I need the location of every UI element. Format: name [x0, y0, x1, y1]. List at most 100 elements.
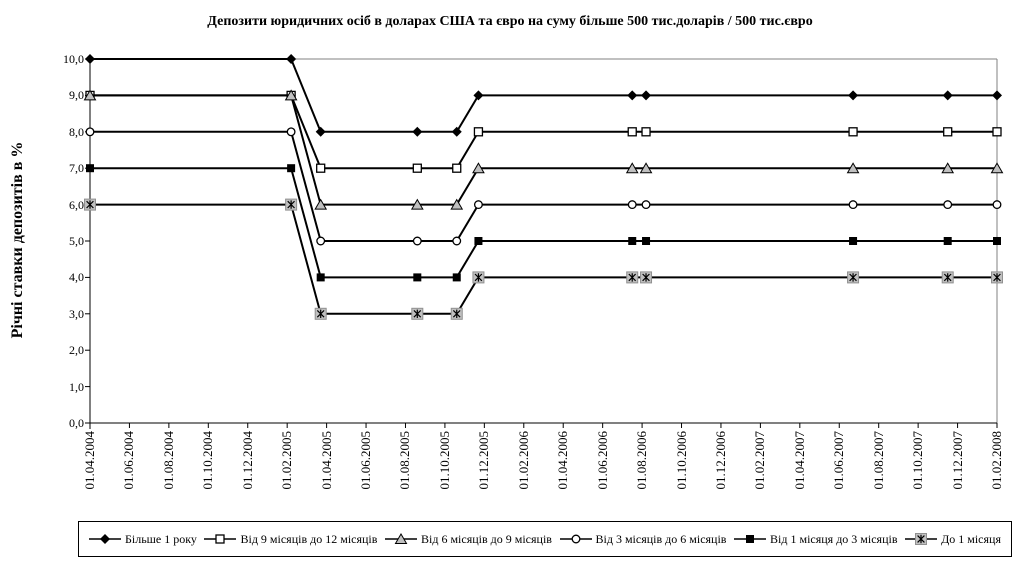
- marker-circle-open: [848, 200, 858, 210]
- x-tick-label: 01.02.2006: [515, 431, 531, 490]
- marker-triangle-gray: [83, 89, 97, 101]
- marker-asterisk-glyph: [86, 200, 94, 209]
- y-tick-label: 9,0: [69, 88, 84, 103]
- marker-diamond-filled: [315, 126, 326, 137]
- marker-square-open: [215, 534, 226, 544]
- marker-circle-open: [943, 200, 953, 210]
- marker-asterisk-glyph: [413, 309, 422, 318]
- y-tick-label: 7,0: [69, 161, 84, 176]
- legend-marker-square-filled-icon: [734, 535, 767, 543]
- marker-circle-open: [627, 200, 637, 210]
- x-tick-label: 01.08.2005: [397, 431, 413, 490]
- marker-square-filled: [413, 273, 422, 282]
- marker-triangle-gray: [284, 89, 298, 101]
- marker-square-open: [848, 127, 858, 137]
- marker-triangle-gray: [314, 198, 328, 210]
- marker-square-open: [473, 127, 484, 137]
- marker-asterisk-glyph: [452, 309, 461, 318]
- x-tick-label: 01.10.2006: [673, 431, 689, 490]
- series-line-3: [90, 130, 997, 242]
- legend-label: До 1 місяця: [941, 531, 1001, 546]
- y-tick-label: 1,0: [69, 379, 84, 394]
- legend-item-4: Від 1 місяця до 3 місяців: [734, 532, 898, 547]
- marker-circle-open: [412, 236, 422, 246]
- legend-label: Від 3 місяців до 6 місяців: [595, 531, 727, 546]
- marker-diamond-filled: [942, 90, 953, 101]
- marker-triangle-gray: [846, 162, 860, 174]
- legend-item-0: Більше 1 року: [89, 532, 197, 547]
- marker-square-filled: [849, 237, 858, 245]
- marker-square-filled: [993, 237, 1001, 245]
- legend-marker-square-open-icon: [204, 534, 237, 544]
- x-tick-label: 01.12.2004: [239, 431, 255, 490]
- marker-diamond-filled: [627, 90, 638, 101]
- marker-square-open: [641, 127, 651, 137]
- marker-asterisk-glyph: [316, 309, 325, 318]
- y-tick-label: 0,0: [69, 416, 84, 430]
- marker-asterisk-glyph: [917, 534, 925, 544]
- y-tick-label: 8,0: [69, 124, 84, 139]
- marker-square-open: [627, 127, 637, 137]
- marker-square-filled: [943, 237, 952, 245]
- legend: Більше 1 року Від 9 місяців до 12 місяців…: [78, 521, 1012, 557]
- marker-triangle-gray: [625, 162, 639, 174]
- x-tick-label: 01.04.2004: [82, 431, 97, 490]
- x-tick-label: 01.04.2006: [555, 431, 571, 490]
- marker-diamond-filled: [473, 90, 484, 101]
- x-tick-label: 01.12.2007: [949, 431, 965, 490]
- legend-label: Від 6 місяців до 9 місяців: [421, 531, 552, 546]
- series-line-4: [90, 167, 997, 279]
- marker-square-filled: [316, 273, 325, 282]
- marker-square-filled: [287, 164, 296, 173]
- marker-circle-open: [452, 236, 462, 246]
- marker-square-filled: [86, 164, 94, 173]
- marker-asterisk-glyph: [642, 273, 650, 282]
- y-tick-label: 5,0: [69, 234, 84, 248]
- legend-label: Більше 1 року: [125, 531, 197, 546]
- marker-diamond-filled: [641, 90, 652, 101]
- marker-square-open: [992, 127, 1002, 137]
- marker-asterisk-glyph: [943, 273, 952, 282]
- marker-triangle-gray: [450, 198, 464, 210]
- marker-triangle-gray: [410, 198, 424, 210]
- marker-circle-open: [992, 200, 1002, 210]
- legend-marker-diamond-filled-icon: [89, 534, 121, 544]
- marker-square-filled: [642, 237, 651, 245]
- marker-circle-open: [473, 200, 483, 210]
- marker-asterisk-glyph: [849, 273, 857, 282]
- marker-diamond-filled: [992, 90, 1002, 101]
- legend-marker-circle-open-icon: [559, 534, 592, 544]
- x-tick-label: 01.02.2008: [989, 431, 1004, 490]
- x-tick-label: 01.02.2005: [279, 431, 295, 490]
- marker-square-filled: [474, 237, 483, 245]
- marker-triangle-gray: [990, 162, 1004, 174]
- y-tick-label: 2,0: [69, 343, 84, 358]
- marker-square-filled: [628, 237, 637, 245]
- x-tick-label: 01.06.2005: [358, 431, 374, 490]
- marker-asterisk-glyph: [628, 273, 637, 282]
- chart-title: Депозити юридичних осіб в доларах США та…: [207, 14, 813, 29]
- x-tick-label: 01.10.2005: [436, 431, 452, 490]
- marker-square-open: [943, 127, 953, 137]
- marker-square-filled: [452, 273, 461, 282]
- x-tick-label: 01.02.2007: [752, 431, 768, 490]
- marker-diamond-filled: [100, 534, 110, 544]
- x-tick-label: 01.10.2004: [200, 431, 216, 490]
- marker-circle-open: [641, 200, 651, 210]
- x-tick-label: 01.04.2005: [318, 431, 334, 490]
- marker-circle-open: [316, 236, 326, 246]
- marker-square-open: [316, 163, 326, 173]
- x-tick-label: 01.10.2007: [910, 431, 926, 490]
- marker-asterisk-glyph: [287, 200, 295, 209]
- legend-item-3: Від 3 місяців до 6 місяців: [559, 531, 727, 547]
- marker-asterisk-glyph: [993, 273, 1001, 282]
- marker-triangle-gray: [941, 162, 955, 174]
- marker-square-open: [412, 163, 422, 173]
- marker-circle-open: [286, 127, 296, 137]
- marker-diamond-filled: [286, 54, 297, 64]
- marker-triangle-gray: [639, 162, 653, 174]
- marker-diamond-filled: [85, 54, 95, 64]
- x-tick-label: 01.12.2006: [712, 431, 728, 490]
